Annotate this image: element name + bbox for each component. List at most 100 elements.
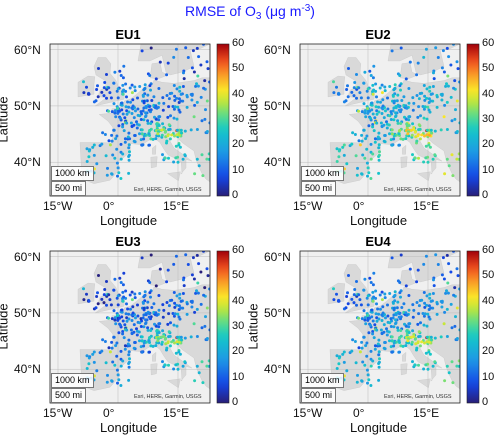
- colorbar-tick-label: 20: [482, 138, 495, 151]
- station-point: [173, 105, 177, 109]
- station-point: [114, 115, 118, 119]
- station-point: [116, 294, 120, 298]
- station-point: [205, 337, 209, 340]
- station-point: [205, 157, 209, 161]
- y-tick-label: 60°N: [14, 42, 41, 57]
- station-point: [420, 340, 424, 344]
- colorbar-tick-label: 10: [232, 163, 245, 176]
- station-point: [154, 344, 158, 348]
- station-point: [87, 155, 91, 159]
- station-point: [175, 117, 179, 121]
- station-point: [136, 303, 139, 307]
- station-point: [200, 360, 204, 364]
- land-shape: [167, 171, 181, 182]
- station-point: [123, 344, 127, 348]
- station-point: [96, 302, 100, 306]
- station-point: [371, 123, 375, 126]
- station-point: [355, 303, 358, 307]
- x-axis-label: Longitude: [350, 420, 408, 435]
- station-point: [123, 137, 127, 141]
- station-point: [141, 93, 145, 97]
- station-point: [450, 119, 454, 123]
- station-point: [411, 108, 415, 112]
- station-point: [418, 344, 422, 348]
- panel-title: EU2: [365, 27, 391, 42]
- station-point: [157, 115, 161, 119]
- station-point: [430, 338, 433, 342]
- station-point: [382, 346, 386, 350]
- station-point: [425, 294, 429, 298]
- colorbar-tick-label: 0: [482, 396, 489, 408]
- station-point: [177, 143, 181, 147]
- station-point: [175, 87, 179, 91]
- station-point: [120, 308, 124, 312]
- station-point: [177, 133, 181, 137]
- station-point: [454, 108, 457, 112]
- station-point: [119, 384, 123, 387]
- station-point: [411, 153, 414, 157]
- station-point: [195, 82, 198, 86]
- station-point: [416, 322, 420, 326]
- station-point: [399, 46, 403, 50]
- station-point: [167, 97, 171, 101]
- station-point: [372, 336, 376, 340]
- station-point: [92, 143, 96, 147]
- y-tick-label: 40°N: [14, 362, 41, 377]
- station-point: [407, 308, 411, 312]
- station-point: [380, 83, 384, 87]
- station-point: [128, 293, 132, 297]
- station-point: [439, 128, 443, 132]
- station-point: [405, 329, 409, 333]
- station-point: [447, 262, 451, 266]
- station-point: [144, 106, 148, 110]
- station-point: [335, 85, 338, 89]
- station-point: [116, 87, 120, 91]
- station-point: [110, 110, 114, 114]
- station-point: [175, 294, 179, 298]
- colorbar-tick-label: 30: [482, 113, 495, 125]
- station-point: [446, 74, 450, 78]
- station-point: [428, 145, 432, 149]
- station-point: [342, 360, 346, 364]
- station-point: [425, 128, 429, 132]
- station-point: [397, 105, 401, 109]
- station-point: [147, 315, 151, 319]
- station-point: [428, 317, 432, 321]
- station-point: [123, 116, 127, 120]
- station-point: [133, 85, 137, 89]
- y-tick-label: 40°N: [264, 155, 291, 170]
- station-point: [172, 160, 176, 164]
- station-point: [417, 304, 421, 308]
- station-point: [362, 102, 366, 106]
- station-point: [153, 322, 156, 326]
- station-point: [410, 133, 414, 137]
- station-point: [377, 131, 381, 135]
- station-point: [130, 319, 134, 322]
- station-point: [195, 157, 199, 161]
- station-point: [431, 157, 435, 161]
- station-point: [381, 104, 385, 108]
- station-point: [419, 114, 422, 118]
- station-point: [186, 263, 190, 266]
- station-point: [451, 174, 455, 178]
- station-point: [147, 336, 151, 340]
- station-point: [395, 99, 399, 103]
- station-point: [391, 316, 395, 320]
- station-point: [335, 292, 338, 296]
- station-point: [369, 384, 373, 387]
- station-point: [157, 331, 161, 334]
- station-point: [178, 352, 182, 356]
- station-point: [397, 336, 401, 340]
- station-point: [135, 126, 139, 130]
- station-point: [422, 55, 426, 59]
- station-point: [114, 322, 118, 326]
- station-point: [108, 91, 112, 95]
- station-point: [179, 299, 183, 303]
- station-point: [417, 156, 420, 160]
- station-point: [337, 299, 341, 303]
- station-point: [185, 312, 189, 316]
- station-point: [397, 339, 401, 343]
- station-point: [195, 128, 199, 131]
- station-point: [196, 84, 200, 88]
- station-point: [160, 133, 164, 137]
